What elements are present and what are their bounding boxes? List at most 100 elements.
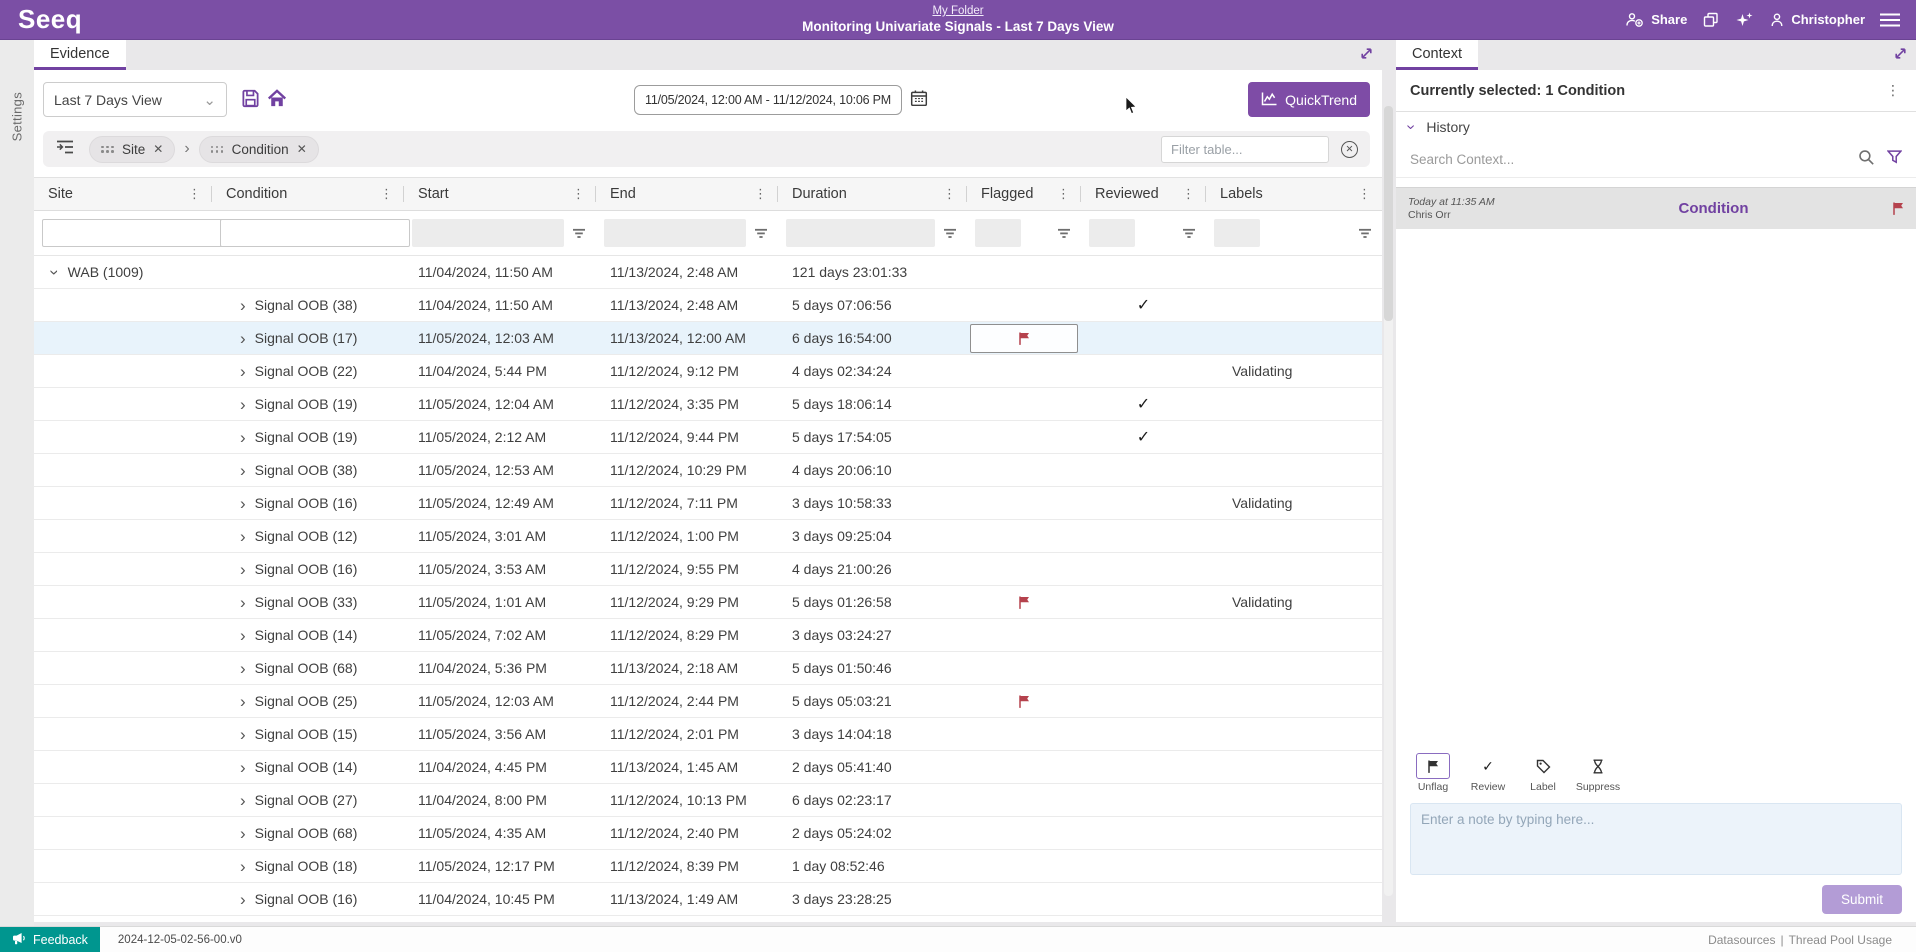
expand-context-icon[interactable] [1893,46,1908,66]
group-chip-site[interactable]: Site ✕ [89,135,176,163]
table-row[interactable]: › Signal OOB (16) 11/05/2024, 12:49 AM 11/1… [34,487,1382,520]
search-icon[interactable] [1858,149,1875,171]
table-row[interactable]: › Signal OOB (16) 11/05/2024, 3:53 AM 11/12… [34,553,1382,586]
expand-row-icon[interactable]: › [240,493,246,513]
unflag-action-button[interactable]: Unflag [1410,753,1456,793]
cell-reviewed[interactable] [1081,784,1206,816]
expand-row-icon[interactable]: › [240,427,246,447]
filter-icon[interactable] [943,227,957,240]
settings-rail-button[interactable]: Settings [9,92,25,142]
table-row[interactable]: › WAB (1009) 11/04/2024, 11:50 AM 11/13/202… [34,256,1382,289]
column-menu-icon[interactable]: ⋮ [1182,186,1195,201]
cell-flagged[interactable] [967,718,1081,750]
expand-row-icon[interactable]: › [240,295,246,315]
cell-reviewed[interactable] [1081,817,1206,849]
cell-flagged[interactable] [967,421,1081,453]
cell-flagged[interactable] [967,289,1081,321]
cell-flagged[interactable] [967,883,1081,915]
suppress-action-button[interactable]: Suppress [1575,753,1621,793]
cell-flagged[interactable] [967,784,1081,816]
tab-evidence[interactable]: Evidence [34,40,126,70]
column-header-condition[interactable]: Condition ⋮ [212,178,404,210]
column-header-reviewed[interactable]: Reviewed ⋮ [1081,178,1206,210]
cell-flagged[interactable] [967,454,1081,486]
table-row[interactable]: › Signal OOB (68) 11/04/2024, 5:36 PM 11/13… [34,652,1382,685]
filter-icon[interactable] [572,227,586,240]
hamburger-menu-icon[interactable] [1880,13,1900,27]
table-row[interactable]: › Signal OOB (15) 11/05/2024, 3:56 AM 11/12… [34,718,1382,751]
remove-chip-icon[interactable]: ✕ [153,142,164,156]
context-menu-icon[interactable]: ⋮ [1886,82,1900,98]
note-input[interactable] [1410,803,1902,875]
feedback-button[interactable]: Feedback [0,927,100,952]
column-menu-icon[interactable]: ⋮ [1057,186,1070,201]
row-groups-icon[interactable] [55,139,75,160]
cell-reviewed[interactable] [1081,718,1206,750]
table-row[interactable]: › Signal OOB (18) 11/05/2024, 12:17 PM 11/1… [34,850,1382,883]
table-scrollbar[interactable] [1382,40,1396,926]
cell-flagged[interactable] [967,553,1081,585]
flag-toggle[interactable] [970,323,1078,353]
cell-flagged[interactable] [967,322,1081,354]
expand-row-icon[interactable]: › [240,328,246,348]
cell-reviewed[interactable] [1081,619,1206,651]
context-search-input[interactable] [1410,152,1846,167]
expand-row-icon[interactable]: › [240,394,246,414]
cell-reviewed[interactable] [1081,454,1206,486]
home-icon[interactable] [267,89,287,113]
column-header-flagged[interactable]: Flagged ⋮ [967,178,1081,210]
view-select[interactable]: Last 7 Days View ⌄ [43,82,227,117]
expand-row-icon[interactable]: › [240,526,246,546]
worksheets-icon[interactable] [1702,12,1720,28]
cell-flagged[interactable] [967,652,1081,684]
cell-flagged[interactable] [967,751,1081,783]
expand-row-icon[interactable]: › [240,889,246,909]
column-menu-icon[interactable]: ⋮ [188,186,201,201]
column-menu-icon[interactable]: ⋮ [1358,186,1371,201]
thread-pool-link[interactable]: Thread Pool Usage [1788,932,1892,947]
date-range-input[interactable] [634,85,902,115]
column-header-duration[interactable]: Duration ⋮ [778,178,967,210]
table-row[interactable]: › Signal OOB (14) 11/04/2024, 4:45 PM 11/13… [34,751,1382,784]
cell-reviewed[interactable]: ✓ [1081,421,1206,453]
group-chip-condition[interactable]: Condition ✕ [198,135,319,163]
table-row[interactable]: › Signal OOB (19) 11/05/2024, 2:12 AM 11/12… [34,421,1382,454]
table-row[interactable]: › Signal OOB (38) 11/05/2024, 12:53 AM 11/1… [34,454,1382,487]
cell-reviewed[interactable] [1081,355,1206,387]
column-menu-icon[interactable]: ⋮ [572,186,585,201]
cell-reviewed[interactable] [1081,751,1206,783]
label-action-button[interactable]: Label [1520,753,1566,793]
breadcrumb[interactable]: My Folder [932,5,984,17]
cell-reviewed[interactable] [1081,487,1206,519]
share-button[interactable]: Share [1625,12,1687,28]
expand-evidence-icon[interactable] [1359,46,1374,66]
cell-reviewed[interactable] [1081,586,1206,618]
column-header-start[interactable]: Start ⋮ [404,178,596,210]
cell-reviewed[interactable]: ✓ [1081,289,1206,321]
cell-flagged[interactable] [967,685,1081,717]
user-menu[interactable]: Christopher [1769,12,1865,28]
column-menu-icon[interactable]: ⋮ [754,186,767,201]
submit-button[interactable]: Submit [1821,885,1902,914]
cell-flagged[interactable] [967,520,1081,552]
cell-reviewed[interactable] [1081,553,1206,585]
table-row[interactable]: › Signal OOB (25) 11/05/2024, 12:03 AM 11/1… [34,685,1382,718]
cell-reviewed[interactable] [1081,520,1206,552]
quicktrend-button[interactable]: QuickTrend [1248,82,1370,117]
filter-icon[interactable] [1358,227,1372,240]
expand-row-icon[interactable]: › [240,856,246,876]
cell-flagged[interactable] [967,256,1081,288]
calendar-icon[interactable] [910,89,928,112]
cell-reviewed[interactable] [1081,256,1206,288]
table-row[interactable]: › Signal OOB (22) 11/04/2024, 5:44 PM 11/12… [34,355,1382,388]
table-row[interactable]: › Signal OOB (14) 11/05/2024, 7:02 AM 11/12… [34,619,1382,652]
expand-row-icon[interactable]: › [240,625,246,645]
expand-row-icon[interactable]: › [240,592,246,612]
remove-chip-icon[interactable]: ✕ [296,142,307,156]
table-row[interactable]: › Signal OOB (68) 11/05/2024, 4:35 AM 11/12… [34,817,1382,850]
table-row[interactable]: › Signal OOB (19) 11/05/2024, 12:04 AM 11/1… [34,388,1382,421]
cell-flagged[interactable] [967,388,1081,420]
expand-row-icon[interactable]: › [240,658,246,678]
collapse-group-icon[interactable]: › [45,269,65,275]
expand-row-icon[interactable]: › [240,691,246,711]
